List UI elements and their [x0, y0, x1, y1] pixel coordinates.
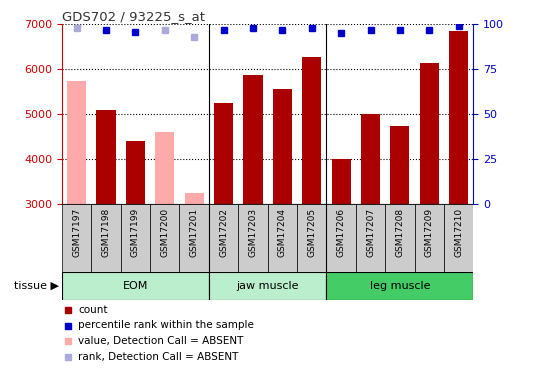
Bar [331, 159, 351, 204]
Text: tissue ▶: tissue ▶ [14, 281, 59, 291]
Text: percentile rank within the sample: percentile rank within the sample [79, 321, 254, 330]
Bar [150, 204, 180, 272]
Bar [420, 63, 439, 204]
Text: GSM17202: GSM17202 [219, 208, 228, 257]
Bar [214, 103, 233, 204]
Bar [243, 75, 263, 204]
Text: GSM17198: GSM17198 [102, 208, 110, 257]
Bar [62, 272, 209, 300]
Bar [297, 204, 327, 272]
Bar [267, 204, 297, 272]
Text: rank, Detection Call = ABSENT: rank, Detection Call = ABSENT [79, 352, 239, 362]
Text: GSM17210: GSM17210 [454, 208, 463, 257]
Text: count: count [79, 304, 108, 315]
Bar [96, 110, 116, 204]
Text: GSM17199: GSM17199 [131, 208, 140, 257]
Bar [155, 132, 174, 204]
Text: GDS702 / 93225_s_at: GDS702 / 93225_s_at [62, 10, 205, 23]
Text: GSM17206: GSM17206 [337, 208, 345, 257]
Text: value, Detection Call = ABSENT: value, Detection Call = ABSENT [79, 336, 244, 346]
Bar [91, 204, 121, 272]
Bar [126, 141, 145, 204]
Bar [273, 88, 292, 204]
Bar [121, 204, 150, 272]
Text: GSM17201: GSM17201 [190, 208, 199, 257]
Bar [62, 204, 91, 272]
Bar [238, 204, 268, 272]
Bar [444, 204, 473, 272]
Bar [361, 114, 380, 204]
Bar [67, 81, 86, 204]
Text: GSM17207: GSM17207 [366, 208, 375, 257]
Text: GSM17208: GSM17208 [395, 208, 405, 257]
Bar [302, 57, 321, 204]
Bar [385, 204, 415, 272]
Text: leg muscle: leg muscle [370, 281, 430, 291]
Bar [356, 204, 385, 272]
Bar [415, 204, 444, 272]
Text: GSM17209: GSM17209 [425, 208, 434, 257]
Bar [327, 204, 356, 272]
Text: GSM17197: GSM17197 [72, 208, 81, 257]
Bar [180, 204, 209, 272]
Bar [449, 31, 468, 204]
Text: GSM17200: GSM17200 [160, 208, 169, 257]
Bar [209, 272, 327, 300]
Bar [209, 204, 238, 272]
Bar [327, 272, 473, 300]
Text: jaw muscle: jaw muscle [236, 281, 299, 291]
Text: EOM: EOM [123, 281, 148, 291]
Text: GSM17204: GSM17204 [278, 208, 287, 257]
Text: GSM17203: GSM17203 [249, 208, 258, 257]
Bar [185, 193, 204, 204]
Text: GSM17205: GSM17205 [307, 208, 316, 257]
Bar [391, 126, 409, 204]
